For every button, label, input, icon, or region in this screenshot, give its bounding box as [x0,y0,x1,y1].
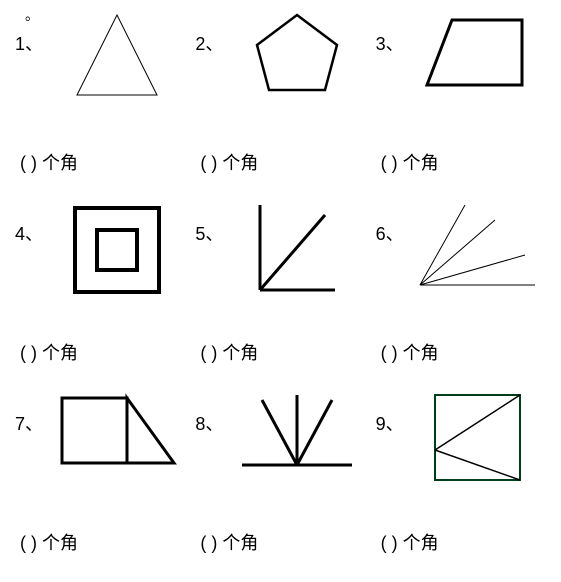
answer-blank-3: ( ) 个角 [376,139,546,190]
question-number-7: 7、 [15,390,43,436]
shape-double-square [48,200,185,300]
question-number-6: 6、 [376,200,404,246]
question-cell-5: 5、 ( ) 个角 [195,200,365,380]
shape-square-diag [409,390,546,485]
question-cell-1: 1、 ( ) 个角 [15,10,185,190]
question-cell-4: 4、 ( ) 个角 [15,200,185,380]
shape-triangle [48,10,185,100]
shape-fan-lines [409,200,546,290]
shape-angle-lines [228,200,365,295]
question-cell-8: 8、 ( ) 个角 [195,390,365,570]
question-number-9: 9、 [376,390,404,436]
question-number-8: 8、 [195,390,223,436]
question-cell-2: 2、 ( ) 个角 [195,10,365,190]
shape-star-lines [228,390,365,470]
question-cell-9: 9、 ( ) 个角 [376,390,546,570]
question-number-1: 1、 [15,10,43,56]
answer-blank-7: ( ) 个角 [15,519,185,570]
shape-square-triangle [48,390,185,470]
answer-blank-1: ( ) 个角 [15,139,185,190]
worksheet-grid: 1、 ( ) 个角 2、 ( ) 个角 3、 ( ) 个角 4、 [15,10,546,570]
question-cell-7: 7、 ( ) 个角 [15,390,185,570]
answer-blank-4: ( ) 个角 [15,329,185,380]
question-number-3: 3、 [376,10,404,56]
answer-blank-5: ( ) 个角 [195,329,365,380]
answer-blank-2: ( ) 个角 [195,139,365,190]
question-cell-6: 6、 ( ) 个角 [376,200,546,380]
answer-blank-8: ( ) 个角 [195,519,365,570]
shape-pentagon [228,10,365,100]
shape-trapezoid [409,10,546,95]
question-number-5: 5、 [195,200,223,246]
question-cell-3: 3、 ( ) 个角 [376,10,546,190]
question-number-2: 2、 [195,10,223,56]
answer-blank-9: ( ) 个角 [376,519,546,570]
question-number-4: 4、 [15,200,43,246]
answer-blank-6: ( ) 个角 [376,329,546,380]
